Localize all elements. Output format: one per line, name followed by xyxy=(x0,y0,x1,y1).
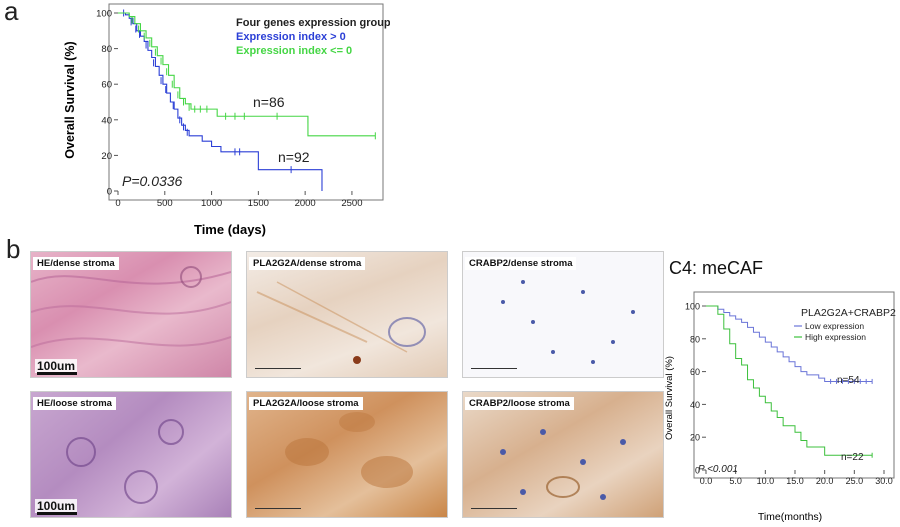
scale-bar xyxy=(37,512,77,515)
tile-label: CRABP2/loose stroma xyxy=(465,397,574,410)
y-tick-label: 0 xyxy=(107,187,112,198)
tissue-texture xyxy=(66,419,184,504)
n-label-low: n=54 xyxy=(837,375,860,386)
x-tick-label: 5.0 xyxy=(729,476,742,486)
legend-entry-high: Expression index > 0 xyxy=(236,31,346,43)
y-tick-label: 20 xyxy=(101,151,112,162)
panel-b-letter: b xyxy=(6,234,21,264)
scale-bar xyxy=(471,368,517,371)
legend-title: Four genes expression group: xyxy=(236,17,390,29)
x-tick-label: 500 xyxy=(157,198,173,209)
scale-bar xyxy=(471,508,517,511)
y-tick-label: 60 xyxy=(101,80,112,91)
tile-he-loose: HE/loose stroma 100um xyxy=(30,391,232,518)
y-tick-label: 80 xyxy=(690,334,700,344)
y-axis-label: Overall Survival (%) xyxy=(63,41,77,158)
tile-label: CRABP2/dense stroma xyxy=(465,257,577,270)
scale-label: 100um xyxy=(35,359,78,373)
panel-a-letter: a xyxy=(4,0,19,26)
plot-frame xyxy=(108,3,384,201)
survival-curve-series-1 xyxy=(706,305,873,456)
survival-curve-series-0 xyxy=(706,305,873,382)
legend-entry-high: High expression xyxy=(805,332,866,342)
scale-bar xyxy=(255,508,301,511)
scale-bar xyxy=(37,372,77,375)
tile-label: HE/loose stroma xyxy=(33,397,116,410)
legend-entry-low: Low expression xyxy=(805,321,864,331)
tile-label: PLA2G2A/dense stroma xyxy=(249,257,366,270)
scale-label: 100um xyxy=(35,499,78,513)
n-label-high: n=92 xyxy=(278,149,310,165)
tissue-texture xyxy=(31,266,231,348)
tile-pla-dense: PLA2G2A/dense stroma xyxy=(246,251,448,378)
tissue-texture xyxy=(256,281,426,364)
tile-pla-loose: PLA2G2A/loose stroma xyxy=(246,391,448,518)
x-tick-label: 20.0 xyxy=(816,476,834,486)
n-label-high: n=22 xyxy=(841,452,864,463)
p-value: P=0.0336 xyxy=(122,173,183,189)
x-tick-label: 15.0 xyxy=(786,476,804,486)
x-tick-label: 2000 xyxy=(295,198,316,209)
legend-entry-low: Expression index <= 0 xyxy=(236,45,352,57)
tile-crab-loose: CRABP2/loose stroma xyxy=(462,391,664,518)
survival-chart-b: 0.0 5.0 10.0 15.0 20.0 25.0 30.0 0 20 40 60 80 100 O… xyxy=(664,291,896,523)
x-tick-label: 2500 xyxy=(341,198,362,209)
y-tick-label: 80 xyxy=(101,44,112,55)
x-tick-label: 25.0 xyxy=(846,476,864,486)
survival-chart-a: 0 500 1000 1500 2000 2500 0 20 40 60 80 100 Overall… xyxy=(63,3,390,237)
x-tick-label: 0.0 xyxy=(700,476,713,486)
x-axis-label: Time(months) xyxy=(758,511,822,523)
y-axis-label: Overall Survival (%) xyxy=(664,356,675,440)
survival-curve-series-1 xyxy=(118,12,376,137)
tissue-texture xyxy=(500,429,626,500)
tissue-texture xyxy=(285,412,413,488)
y-tick-label: 40 xyxy=(101,115,112,126)
y-tick-label: 20 xyxy=(690,433,700,443)
c4-title: C4: meCAF xyxy=(669,258,764,278)
tile-label: PLA2G2A/loose stroma xyxy=(249,397,363,410)
tile-he-dense: HE/dense stroma 100um xyxy=(30,251,232,378)
x-tick-label: 0 xyxy=(115,198,120,209)
y-tick-label: 100 xyxy=(685,302,700,312)
y-tick-label: 40 xyxy=(690,400,700,410)
x-tick-label: 1500 xyxy=(248,198,269,209)
p-value: P <0.001 xyxy=(698,464,738,475)
plot-frame xyxy=(693,291,895,479)
x-axis-label: Time (days) xyxy=(194,222,266,237)
tile-label: HE/dense stroma xyxy=(33,257,119,270)
tile-crab-dense: CRABP2/dense stroma xyxy=(462,251,664,378)
x-tick-label: 30.0 xyxy=(875,476,893,486)
y-tick-label: 0 xyxy=(695,466,700,476)
legend-title: PLA2G2A+CRABP2 xyxy=(801,307,896,319)
scale-bar xyxy=(255,368,301,371)
survival-curve-series-0 xyxy=(118,12,323,191)
n-label-low: n=86 xyxy=(253,94,285,110)
y-tick-label: 60 xyxy=(690,367,700,377)
y-tick-label: 100 xyxy=(96,9,112,20)
x-tick-label: 1000 xyxy=(201,198,222,209)
x-tick-label: 10.0 xyxy=(757,476,775,486)
tissue-texture xyxy=(501,280,635,364)
